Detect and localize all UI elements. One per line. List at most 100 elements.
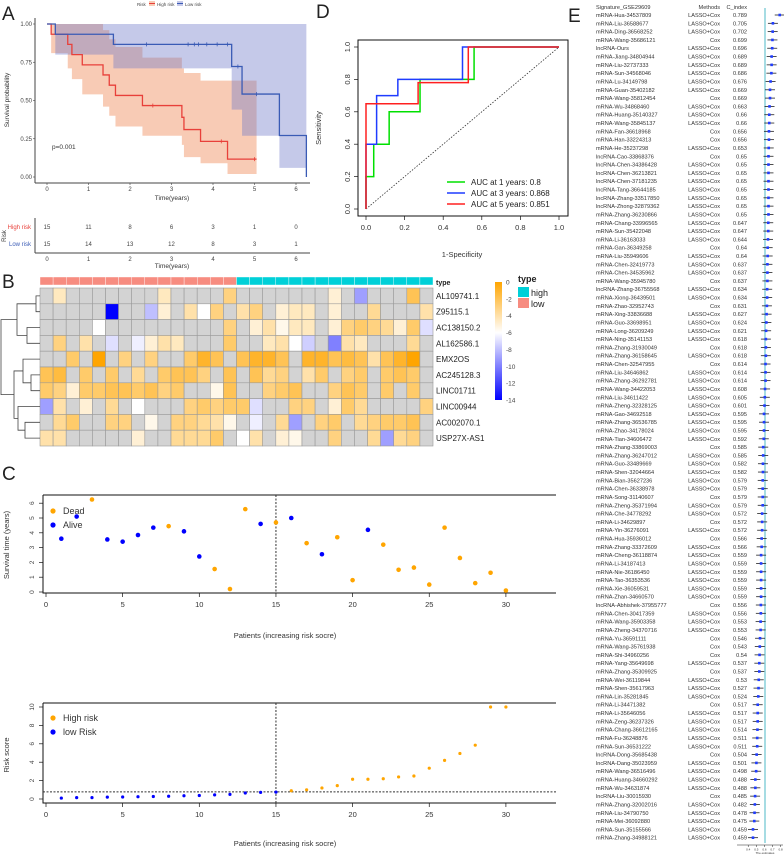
forest-signature: mRNA-Ding-36568252 [596, 30, 653, 36]
status-xtick: 30 [502, 600, 510, 609]
forest-point [758, 661, 761, 665]
forest-method: Cox [710, 362, 720, 368]
heatmap-cell [157, 429, 172, 447]
forest-point [766, 271, 769, 274]
forest-row: mRNA-Hua-34537809 LASSO+Cox 0.789 [596, 13, 784, 19]
forest-row: mRNA-Guo-33698951 LASSO+Cox 0.624 [596, 320, 772, 326]
forest-point [766, 221, 770, 225]
status-point [151, 525, 156, 530]
forest-signature: mRNA-Gao-34692518 [596, 412, 652, 418]
forest-method: LASSO+Cox [688, 545, 720, 551]
forest-point [757, 686, 760, 690]
forest-method: LASSO+Cox [688, 287, 720, 293]
forest-point [754, 786, 757, 790]
heatmap-cell [275, 287, 290, 305]
type-legend-low: low [531, 299, 545, 309]
forest-point [766, 254, 769, 258]
forest-row: mRNA-Zhao-32952743 Cox 0.631 [596, 304, 772, 310]
forest-method: LASSO+Cox [688, 827, 720, 833]
risk-table-xtick: 6 [294, 257, 298, 263]
forest-signature: mRNA-Guo-33698951 [596, 320, 652, 326]
forest-method: LASSO+Cox [688, 528, 720, 534]
heatmap-cell [275, 303, 290, 320]
status-point [59, 536, 64, 542]
roc-xtick: 0.4 [438, 223, 448, 232]
heatmap-cell [118, 303, 132, 320]
roc-frame [357, 39, 569, 217]
forest-row: mRNA-Xing-33836688 LASSO+Cox 0.627 [596, 312, 772, 318]
km-ylabel: Survival probability [4, 72, 11, 127]
heatmap-annotation-cell [354, 276, 368, 286]
heatmap-cell [419, 398, 434, 415]
forest-method: LASSO+Cox [688, 46, 720, 52]
forest-method: Cox [710, 520, 720, 526]
forest-cindex: 0.556 [733, 611, 747, 617]
roc-xtick: 0.2 [399, 223, 409, 232]
status-ytick: 4 [29, 531, 36, 535]
heatmap-cell [210, 287, 224, 305]
forest-row: mRNA-Zhan-34660570 LASSO+Cox 0.559 [596, 595, 767, 601]
forest-cindex: 0.595 [733, 420, 747, 426]
forest-row: lncRNA-Dang-35023959 LASSO+Cox 0.501 [596, 761, 762, 767]
forest-method: LASSO+Cox [688, 694, 720, 700]
heatmap-cell [183, 414, 198, 431]
heatmap-cell [393, 287, 408, 305]
heatmap-cell [144, 335, 159, 352]
forest-signature: mRNA-Cheng-36118874 [596, 553, 657, 559]
forest-signature: lncRNA-Liu-30015930 [596, 794, 651, 800]
risk-table-count: 11 [85, 225, 92, 231]
forest-row: mRNA-Wang-34422053 LASSO+Cox 0.608 [596, 387, 771, 393]
forest-row: mRNA-Wu-34631874 LASSO+Cox 0.488 [596, 786, 761, 792]
forest-signature: mRNA-Zhang-36247012 [596, 453, 657, 459]
risk-point [90, 796, 94, 800]
forest-cindex: 0.572 [733, 520, 747, 526]
forest-method: LASSO+Cox [688, 171, 720, 177]
forest-point [767, 121, 771, 125]
forest-method: LASSO+Cox [688, 79, 720, 85]
forest-row: mRNA-Zhang-36292781 LASSO+Cox 0.614 [596, 379, 771, 385]
forest-cindex: 0.65 [736, 171, 747, 177]
forest-row: mRNA-Zhao-34178024 LASSO+Cox 0.595 [596, 429, 770, 435]
forest-method: LASSO+Cox [688, 404, 720, 410]
forest-point [759, 578, 763, 582]
forest-signature: lncRNA-Chen-36213821 [596, 171, 657, 177]
heatmap-cell [406, 350, 421, 368]
heatmap-annotation-label: type [436, 280, 451, 287]
status-point [135, 532, 141, 538]
heatmap-annotation-cell [170, 276, 185, 286]
forest-cindex: 0.65 [736, 163, 747, 169]
forest-row: mRNA-Shen-35617963 LASSO+Cox 0.527 [596, 686, 764, 692]
heatmap-row-label: LINC01711 [436, 387, 476, 396]
heatmap-cell [79, 414, 93, 431]
risk-xtick: 30 [502, 810, 510, 819]
heatmap-cell [144, 350, 159, 368]
forest-cindex: 0.605 [733, 395, 747, 401]
forest-row: lncRNA-Zhang-36755568 LASSO+Cox 0.634 [596, 287, 773, 293]
heatmap-cell [393, 335, 408, 352]
status-point [365, 527, 371, 533]
heatmap-cell [65, 319, 80, 336]
heatmap-cell [340, 287, 355, 305]
forest-point [767, 113, 771, 117]
heatmap-cell [288, 429, 303, 447]
forest-method: LASSO+Cox [688, 744, 720, 750]
forest-method: LASSO+Cox [688, 628, 720, 634]
heatmap-annotation-cell [328, 276, 342, 286]
status-point [181, 529, 187, 534]
heatmap-cell [144, 382, 159, 399]
dendrogram-branch [35, 295, 40, 313]
forest-method: LASSO+Cox [688, 379, 720, 385]
heatmap-cell [393, 350, 408, 368]
forest-signature: mRNA-Shen-35617963 [596, 686, 654, 692]
forest-cindex: 0.585 [733, 445, 747, 451]
risk-xlabel: Patients (increasing risk socre) [234, 839, 337, 848]
forest-row: mRNA-Fan-36618968 Cox 0.656 [596, 129, 774, 135]
forest-row: mRNA-Li-35646056 LASSO+Cox 0.517 [596, 711, 763, 717]
risk-ytick: 0 [29, 797, 36, 801]
heatmap-cell [65, 398, 80, 415]
risk-xtick: 0 [44, 810, 48, 819]
forest-cindex: 0.618 [733, 337, 747, 343]
status-xtick: 25 [425, 600, 433, 609]
heatmap-annotation-cell [275, 276, 290, 286]
forest-cindex: 0.527 [733, 686, 747, 692]
